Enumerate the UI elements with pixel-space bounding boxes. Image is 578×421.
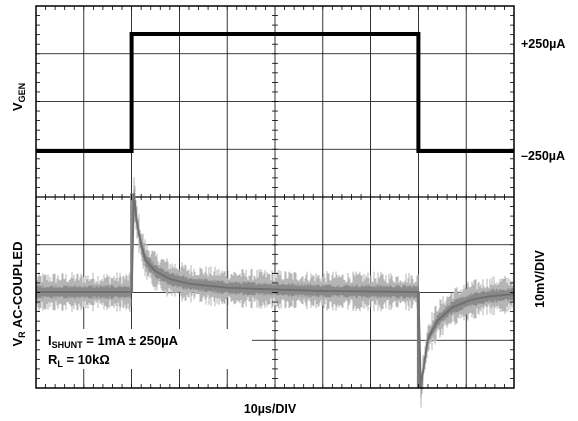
annotation-ishunt: ISHUNT = 1mA ± 250µA: [48, 333, 179, 350]
x-axis-label: 10µs/DIV: [244, 402, 297, 416]
annotation-background: [40, 329, 252, 369]
vgen-trace: [36, 32, 514, 153]
panel-1-ylabel: VGEN: [10, 83, 27, 111]
vertical-scale-label: 10mV/DIV: [533, 250, 547, 308]
vr-mean-trace: [36, 193, 515, 389]
traces: [35, 32, 515, 408]
high-level-label: +250µA: [521, 37, 565, 51]
low-level-label: –250µA: [521, 149, 565, 163]
panel-2-ylabel: VR AC-COUPLED: [10, 242, 27, 347]
plot-border: [35, 5, 515, 389]
annotation-rl: RL = 10kΩ: [48, 352, 110, 369]
